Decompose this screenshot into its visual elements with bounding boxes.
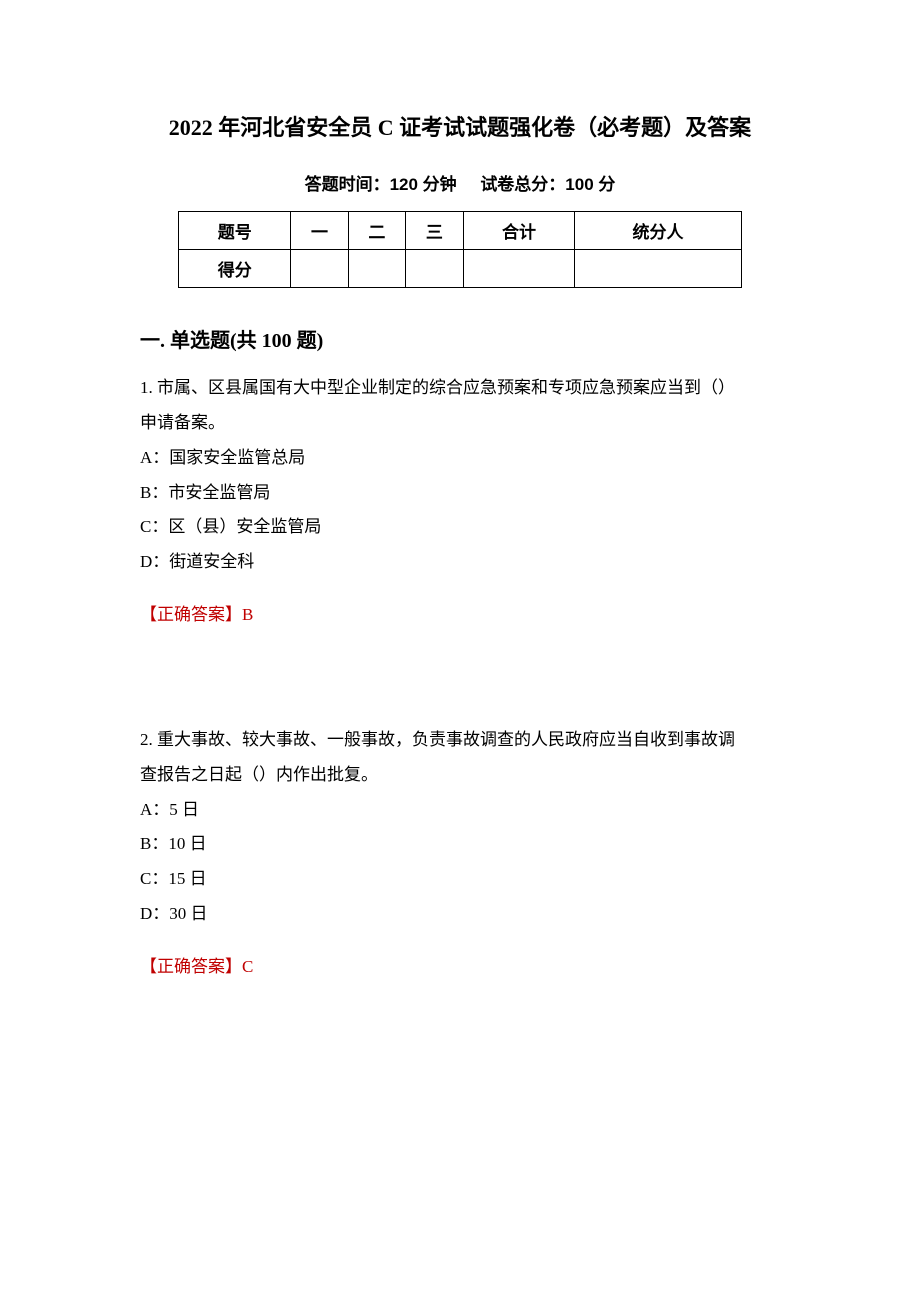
question-option: C：15 日 xyxy=(140,862,780,897)
question-stem-line: 1. 市属、区县属国有大中型企业制定的综合应急预案和专项应急预案应当到（） xyxy=(140,371,780,406)
table-cell xyxy=(575,250,741,288)
table-header-cell: 一 xyxy=(291,212,348,250)
question-block: 2. 重大事故、较大事故、一般事故，负责事故调查的人民政府应当自收到事故调 查报… xyxy=(140,723,780,985)
question-option: B：市安全监管局 xyxy=(140,476,780,511)
table-header-cell: 题号 xyxy=(179,212,291,250)
subtitle-time: 答题时间：120 分钟 xyxy=(305,175,457,194)
question-option: D：30 日 xyxy=(140,897,780,932)
question-option: D：街道安全科 xyxy=(140,545,780,580)
answer-letter: B xyxy=(242,605,253,624)
question-text: 重大事故、较大事故、一般事故，负责事故调查的人民政府应当自收到事故调 xyxy=(157,730,735,749)
question-text: 市属、区县属国有大中型企业制定的综合应急预案和专项应急预案应当到（） xyxy=(157,378,735,397)
answer-letter: C xyxy=(242,957,253,976)
question-option: A：国家安全监管总局 xyxy=(140,441,780,476)
question-block: 1. 市属、区县属国有大中型企业制定的综合应急预案和专项应急预案应当到（） 申请… xyxy=(140,371,780,633)
table-header-cell: 三 xyxy=(406,212,463,250)
page: 2022 年河北省安全员 C 证考试试题强化卷（必考题）及答案 答题时间：120… xyxy=(0,0,920,1302)
table-header-cell: 二 xyxy=(348,212,405,250)
score-table: 题号 一 二 三 合计 统分人 得分 xyxy=(178,211,741,288)
table-row: 得分 xyxy=(179,250,741,288)
question-stem-line: 2. 重大事故、较大事故、一般事故，负责事故调查的人民政府应当自收到事故调 xyxy=(140,723,780,758)
document-title: 2022 年河北省安全员 C 证考试试题强化卷（必考题）及答案 xyxy=(140,110,780,142)
table-cell: 得分 xyxy=(179,250,291,288)
question-number: 2. xyxy=(140,730,153,749)
answer-line: 【正确答案】B xyxy=(140,598,780,633)
table-header-cell: 统分人 xyxy=(575,212,741,250)
table-cell xyxy=(463,250,575,288)
answer-label: 【正确答案】 xyxy=(140,605,242,624)
answer-label: 【正确答案】 xyxy=(140,957,242,976)
table-cell xyxy=(406,250,463,288)
subtitle-score: 试卷总分：100 分 xyxy=(480,175,615,194)
question-number: 1. xyxy=(140,378,153,397)
question-stem-line: 查报告之日起（）内作出批复。 xyxy=(140,758,780,793)
question-option: B：10 日 xyxy=(140,827,780,862)
table-cell xyxy=(291,250,348,288)
question-option: C：区（县）安全监管局 xyxy=(140,510,780,545)
table-cell xyxy=(348,250,405,288)
table-row: 题号 一 二 三 合计 统分人 xyxy=(179,212,741,250)
question-stem-line: 申请备案。 xyxy=(140,406,780,441)
question-option: A：5 日 xyxy=(140,793,780,828)
table-header-cell: 合计 xyxy=(463,212,575,250)
document-subtitle: 答题时间：120 分钟 试卷总分：100 分 xyxy=(140,170,780,195)
answer-line: 【正确答案】C xyxy=(140,950,780,985)
section-heading: 一. 单选题(共 100 题) xyxy=(140,324,780,353)
